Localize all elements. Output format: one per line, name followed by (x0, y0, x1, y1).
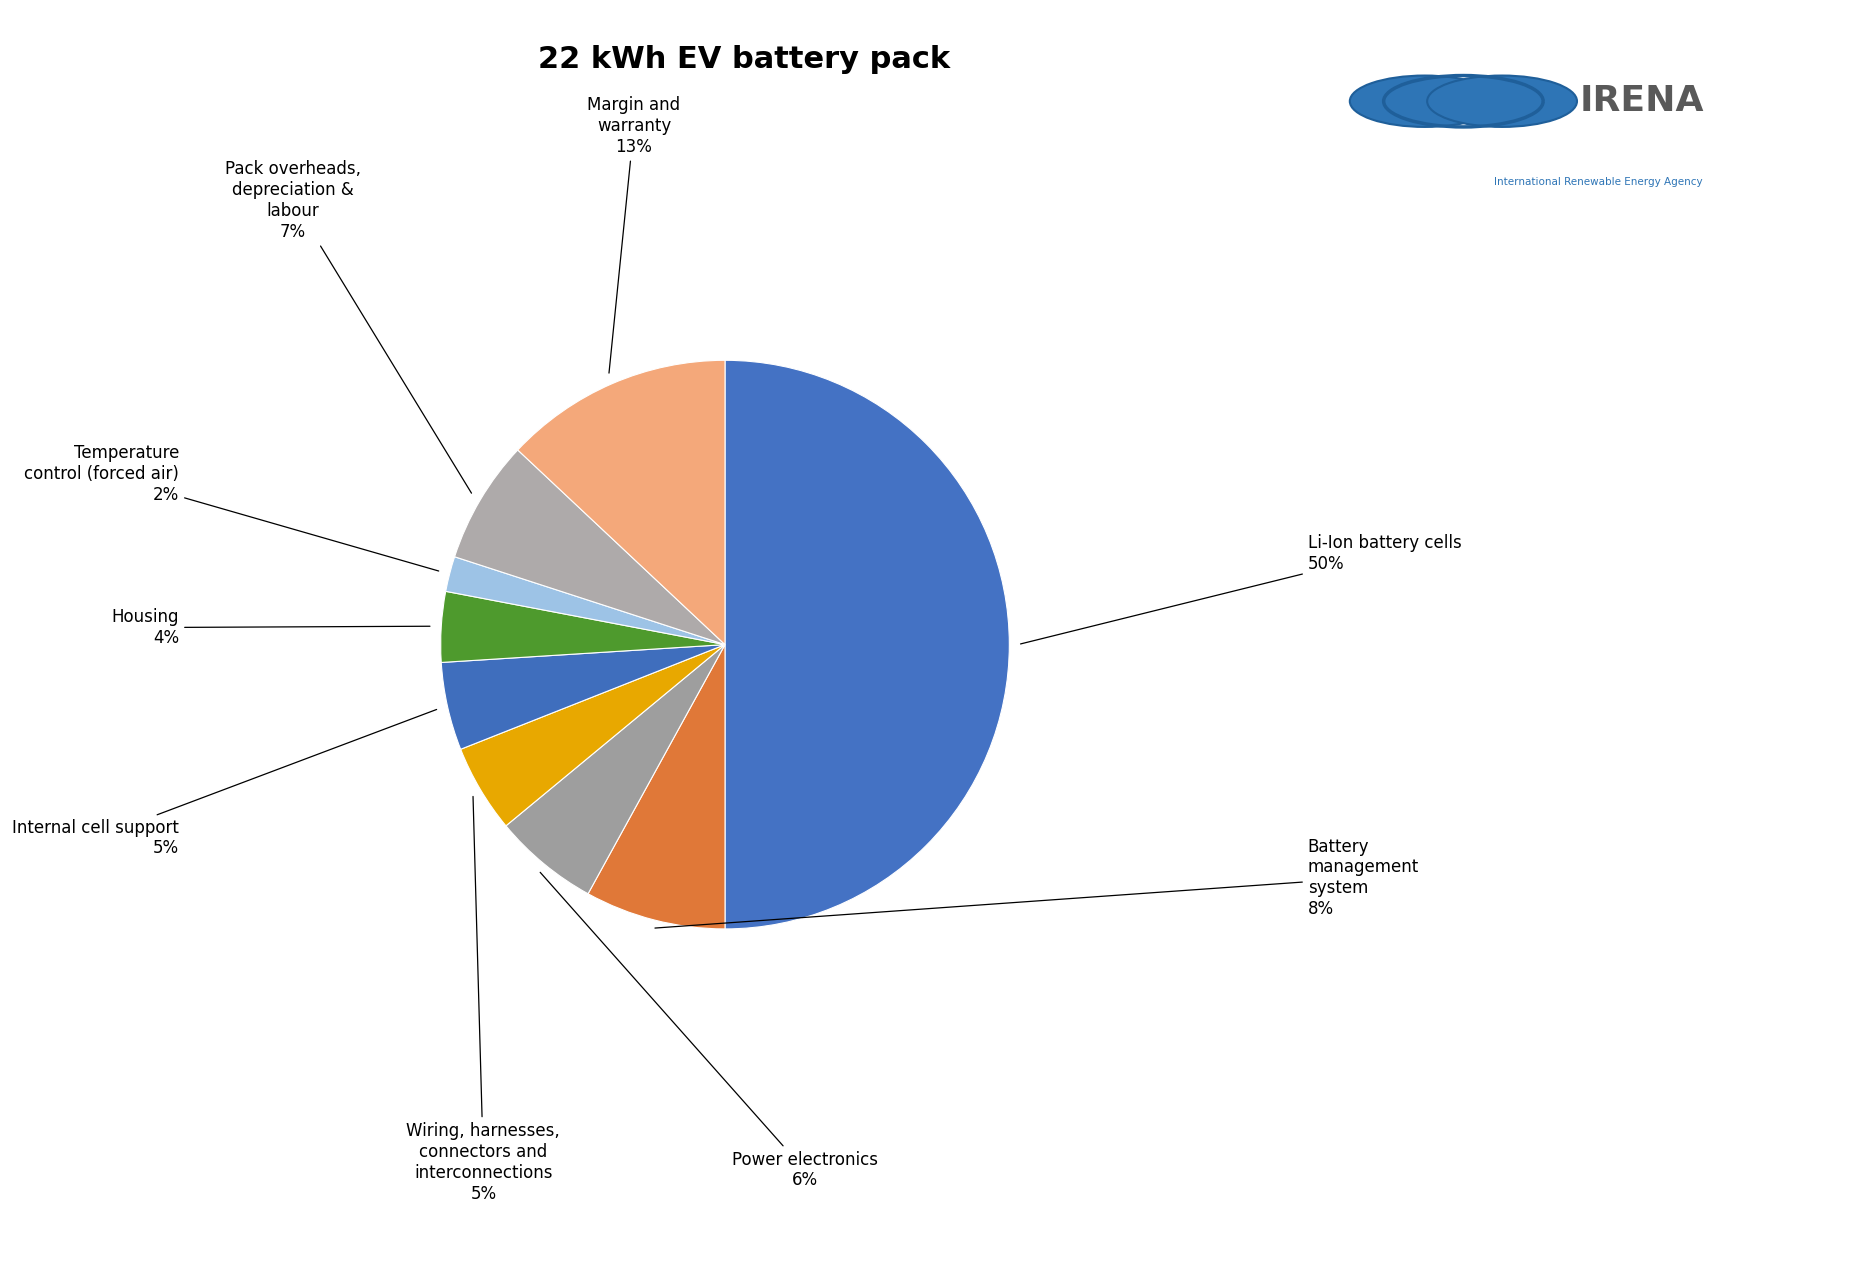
Circle shape (1428, 75, 1576, 128)
Wedge shape (441, 592, 725, 663)
Wedge shape (506, 645, 725, 894)
Text: Housing
4%: Housing 4% (112, 608, 429, 646)
Wedge shape (519, 361, 725, 645)
Wedge shape (455, 450, 725, 645)
Text: Battery
management
system
8%: Battery management system 8% (654, 838, 1418, 928)
Text: Temperature
control (forced air)
2%: Temperature control (forced air) 2% (24, 444, 439, 571)
Text: IRENA: IRENA (1580, 84, 1705, 119)
Text: Internal cell support
5%: Internal cell support 5% (13, 709, 437, 857)
Text: 22 kWh EV battery pack: 22 kWh EV battery pack (537, 45, 950, 74)
Text: Wiring, harnesses,
connectors and
interconnections
5%: Wiring, harnesses, connectors and interc… (407, 797, 560, 1202)
Text: Margin and
warranty
13%: Margin and warranty 13% (587, 96, 680, 374)
Text: Li-Ion battery cells
50%: Li-Ion battery cells 50% (1021, 534, 1461, 644)
Text: International Renewable Energy Agency: International Renewable Energy Agency (1495, 177, 1703, 187)
Wedge shape (441, 645, 725, 750)
Text: Power electronics
6%: Power electronics 6% (541, 872, 877, 1190)
Text: Pack overheads,
depreciation &
labour
7%: Pack overheads, depreciation & labour 7% (225, 161, 472, 493)
Wedge shape (446, 557, 725, 645)
Wedge shape (725, 361, 1009, 929)
Wedge shape (587, 645, 725, 929)
Wedge shape (461, 645, 725, 826)
Circle shape (1350, 75, 1500, 128)
